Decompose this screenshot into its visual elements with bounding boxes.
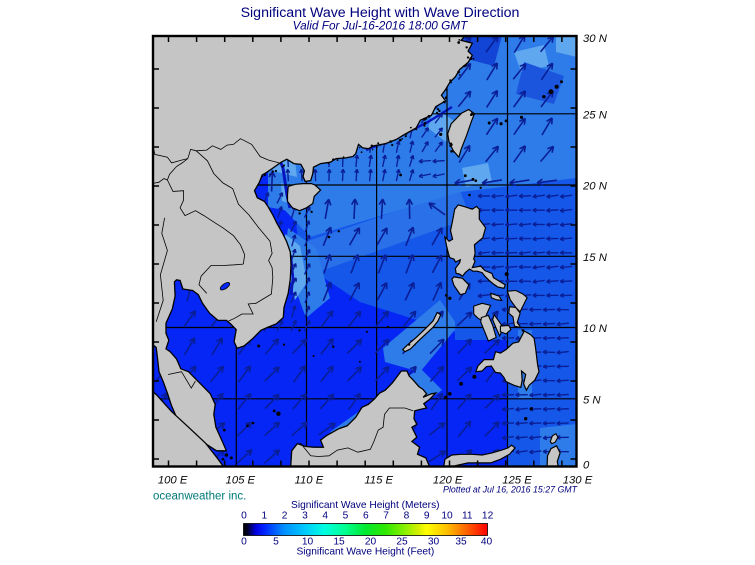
svg-text:3: 3 — [302, 511, 308, 522]
svg-text:120 E: 120 E — [433, 475, 463, 487]
svg-text:10: 10 — [302, 537, 314, 548]
svg-text:10: 10 — [441, 511, 453, 522]
svg-text:105 E: 105 E — [226, 475, 256, 487]
svg-text:100 E: 100 E — [158, 475, 188, 487]
svg-text:Significant Wave Height with W: Significant Wave Height with Wave Direct… — [241, 5, 520, 21]
svg-text:115 E: 115 E — [364, 475, 393, 487]
svg-text:4: 4 — [322, 511, 328, 522]
svg-text:Significant Wave Height (Feet): Significant Wave Height (Feet) — [297, 547, 435, 558]
svg-text:5 N: 5 N — [583, 394, 601, 406]
svg-text:12: 12 — [482, 511, 494, 522]
svg-text:5: 5 — [273, 537, 279, 548]
svg-text:30 N: 30 N — [583, 33, 608, 45]
svg-text:8: 8 — [404, 511, 410, 522]
svg-text:oceanweather inc.: oceanweather inc. — [153, 491, 246, 503]
svg-text:1: 1 — [261, 511, 267, 522]
svg-text:20: 20 — [365, 537, 377, 548]
svg-text:15: 15 — [333, 537, 345, 548]
svg-text:25: 25 — [396, 537, 408, 548]
svg-text:2: 2 — [282, 511, 288, 522]
svg-text:0: 0 — [241, 511, 247, 522]
svg-text:11: 11 — [462, 511, 473, 522]
svg-text:130 E: 130 E — [563, 475, 593, 487]
svg-text:6: 6 — [363, 511, 369, 522]
svg-text:110 E: 110 E — [295, 475, 324, 487]
svg-text:9: 9 — [424, 511, 430, 522]
svg-text:Valid For Jul-16-2016 18:00 GM: Valid For Jul-16-2016 18:00 GMT — [293, 19, 468, 33]
svg-text:10 N: 10 N — [583, 323, 608, 335]
svg-text:7: 7 — [383, 511, 389, 522]
svg-text:30: 30 — [428, 537, 440, 548]
svg-text:125 E: 125 E — [502, 475, 532, 487]
svg-text:Significant Wave Height (Meter: Significant Wave Height (Meters) — [291, 500, 440, 511]
svg-text:25 N: 25 N — [582, 109, 608, 121]
svg-text:20 N: 20 N — [582, 181, 608, 193]
svg-text:Plotted at Jul 16, 2016 15:27: Plotted at Jul 16, 2016 15:27 GMT — [443, 484, 578, 494]
svg-text:5: 5 — [343, 511, 349, 522]
svg-text:0: 0 — [583, 460, 590, 472]
svg-text:40: 40 — [481, 537, 493, 548]
svg-text:0: 0 — [241, 537, 247, 548]
svg-text:35: 35 — [455, 537, 467, 548]
svg-text:15 N: 15 N — [583, 252, 608, 264]
